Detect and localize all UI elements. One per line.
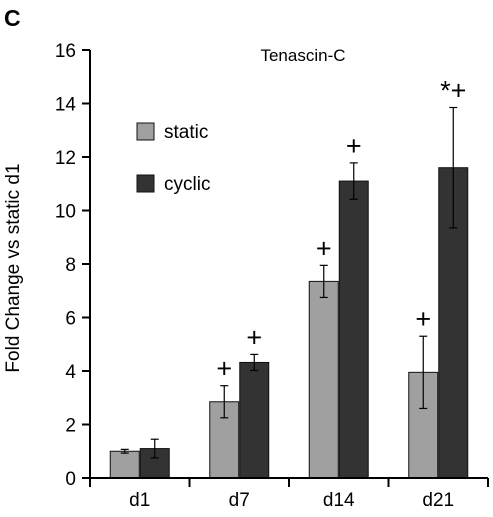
y-tick-label: 10 bbox=[55, 202, 76, 223]
legend-swatch bbox=[136, 122, 155, 141]
bar bbox=[239, 361, 270, 479]
y-tick-label: 14 bbox=[55, 95, 77, 116]
y-tick-label: 0 bbox=[65, 469, 76, 490]
significance-mark: + bbox=[246, 322, 262, 352]
y-tick-label: 16 bbox=[55, 41, 76, 62]
x-category-label: d1 bbox=[129, 490, 150, 511]
y-tick-label: 2 bbox=[65, 416, 76, 437]
x-axis: d1 d7 d14 d21 bbox=[89, 478, 489, 511]
legend-label: cyclic bbox=[164, 174, 210, 195]
x-category-label: d14 bbox=[323, 490, 355, 511]
y-tick-label: 6 bbox=[65, 309, 76, 330]
bar bbox=[308, 280, 339, 479]
x-category-label: d7 bbox=[229, 490, 250, 511]
y-tick-label: 8 bbox=[65, 255, 76, 276]
y-axis-label: Fold Change vs static d1 bbox=[3, 163, 24, 372]
significance-mark: + bbox=[216, 354, 232, 384]
significance-mark: *+ bbox=[440, 76, 466, 106]
y-tick-label: 4 bbox=[65, 362, 76, 383]
chart-title: Tenascin-C bbox=[260, 46, 345, 65]
significance-mark: + bbox=[415, 304, 431, 334]
plot-area: + + + + + *+ bbox=[109, 76, 469, 479]
legend: static cyclic bbox=[136, 122, 210, 195]
legend-swatch bbox=[136, 174, 155, 193]
bar bbox=[139, 448, 170, 479]
legend-label: static bbox=[164, 122, 208, 143]
y-tick-label: 12 bbox=[55, 148, 76, 169]
axes bbox=[89, 50, 488, 479]
significance-mark: + bbox=[316, 233, 332, 263]
bar bbox=[338, 180, 369, 479]
panel-label: C bbox=[4, 5, 21, 31]
bar bbox=[109, 450, 140, 479]
significance-mark: + bbox=[346, 131, 362, 161]
x-category-label: d21 bbox=[422, 490, 454, 511]
y-axis: 0 2 4 6 8 10 12 14 16 bbox=[55, 41, 90, 490]
